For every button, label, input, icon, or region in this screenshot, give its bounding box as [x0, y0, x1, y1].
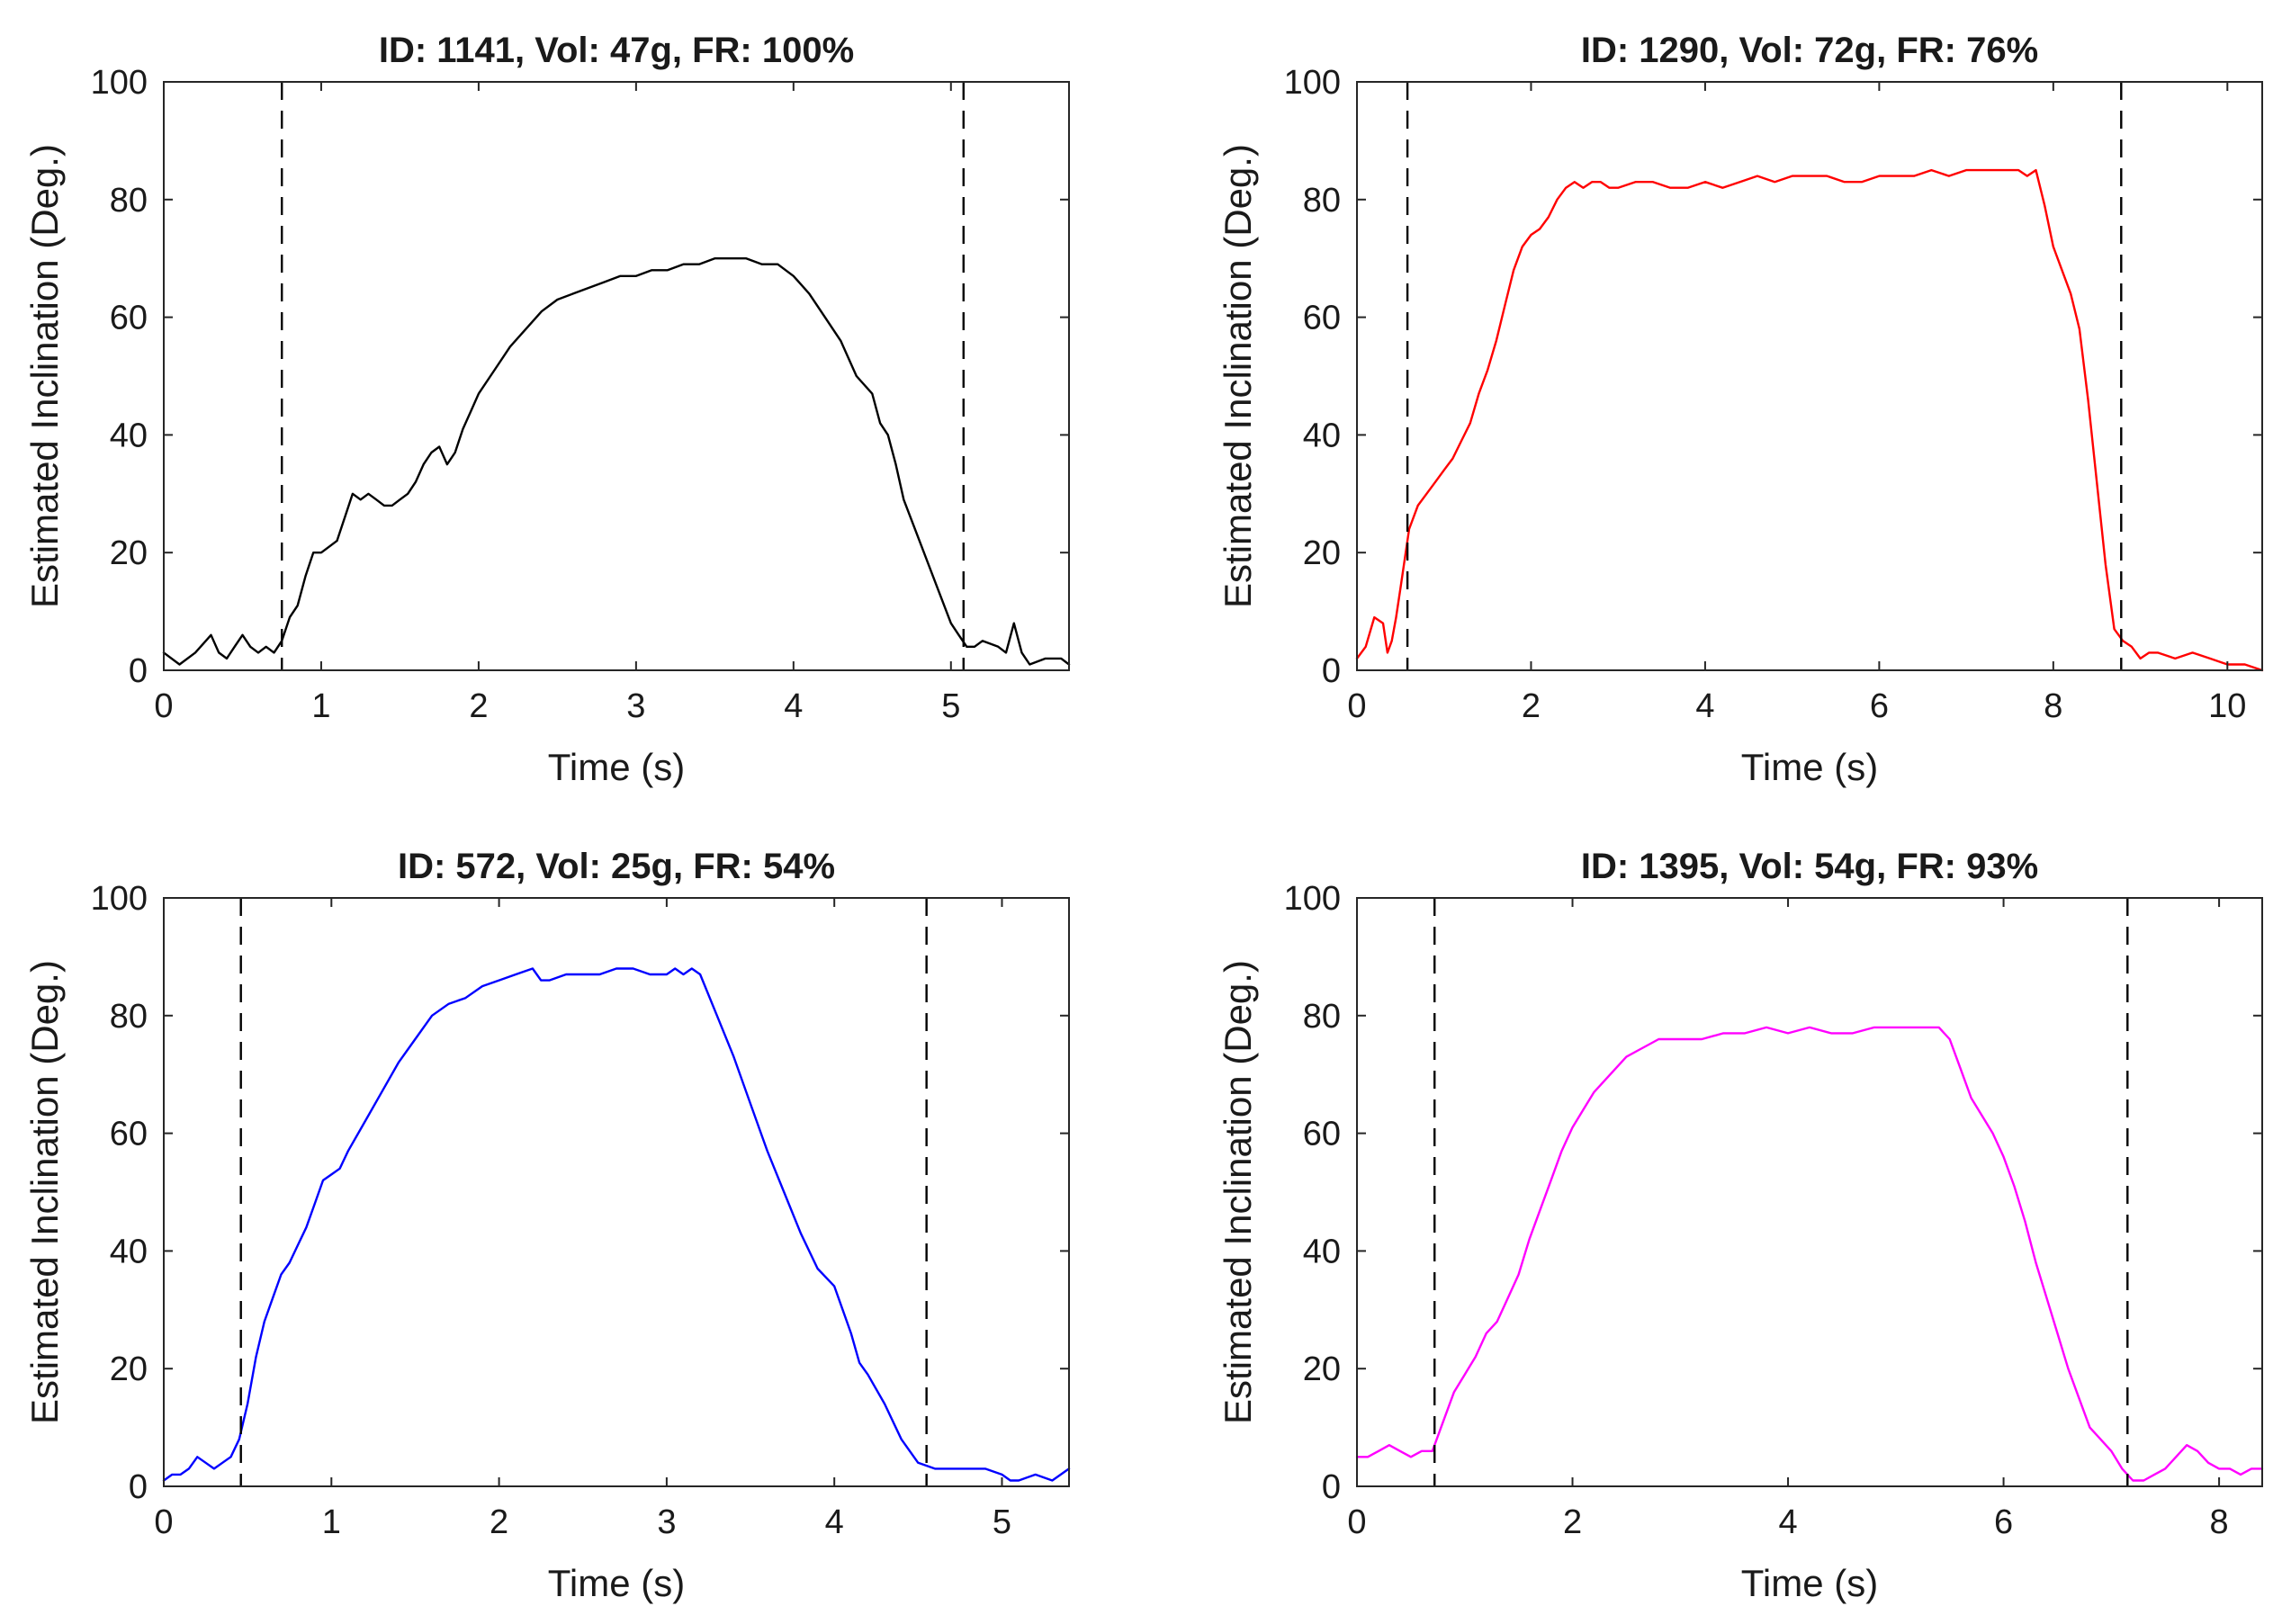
y-axis-label: Estimated Inclination (Deg.): [1217, 144, 1259, 608]
y-tick-label: 80: [1303, 182, 1341, 220]
chart-title: ID: 1395, Vol: 54g, FR: 93%: [1581, 847, 2038, 886]
plot-area: [1357, 898, 2262, 1486]
chart-panel-1: 0 1 2 3 4 5 0 20 40 60 80 100 ID: 1141, Vol: 47g, FR…: [23, 31, 1071, 788]
x-tick-label: 1: [311, 687, 330, 725]
axes-frame: [163, 81, 1070, 671]
axes-frame: [1356, 81, 2263, 671]
x-axis-label: Time (s): [1741, 746, 1878, 788]
y-tick-label: 20: [110, 1350, 148, 1388]
x-axis-label: Time (s): [548, 746, 685, 788]
x-tick-label: 0: [154, 687, 173, 725]
x-tick-label: 6: [1870, 687, 1889, 725]
y-tick-label: 100: [91, 880, 148, 918]
x-tick-label: 3: [626, 687, 645, 725]
x-tick-label: 2: [469, 687, 488, 725]
x-tick-label: 8: [2210, 1503, 2229, 1541]
series-line-inclination: [162, 257, 1071, 666]
y-tick-label: 80: [110, 998, 148, 1036]
y-tick-label: 0: [129, 652, 148, 690]
plot-area: [164, 898, 1069, 1486]
series-line-inclination: [1355, 168, 2264, 672]
y-tick-label: 60: [1303, 1116, 1341, 1153]
y-tick-label: 60: [110, 1116, 148, 1153]
x-tick-label: 5: [993, 1503, 1011, 1541]
x-tick-label: 4: [784, 687, 803, 725]
x-tick-label: 5: [941, 687, 960, 725]
x-tick-label: 4: [1778, 1503, 1797, 1541]
series-line-inclination: [1355, 1026, 2264, 1482]
x-tick-label: 3: [657, 1503, 676, 1541]
y-tick-label: 20: [1303, 1350, 1341, 1388]
y-tick-label: 0: [129, 1468, 148, 1506]
chart-panel-3: 0 1 2 3 4 5 0 20 40 60 80 100 ID: 572, Vol: 25g, FR:…: [23, 847, 1071, 1604]
plot-area: [1357, 82, 2262, 670]
y-tick-label: 20: [1303, 534, 1341, 572]
y-tick-label: 40: [110, 417, 148, 454]
x-tick-label: 0: [1347, 1503, 1366, 1541]
y-axis-label: Estimated Inclination (Deg.): [23, 960, 66, 1424]
axes-frame: [163, 897, 1070, 1487]
y-tick-label: 0: [1322, 652, 1341, 690]
x-tick-label: 1: [322, 1503, 341, 1541]
plot-area: [164, 82, 1069, 670]
y-tick-label: 100: [91, 64, 148, 102]
y-tick-label: 60: [1303, 300, 1341, 337]
x-tick-label: 8: [2044, 687, 2062, 725]
chart-title: ID: 1290, Vol: 72g, FR: 76%: [1581, 31, 2038, 70]
x-tick-label: 10: [2208, 687, 2246, 725]
y-tick-label: 100: [1284, 880, 1341, 918]
x-tick-label: 6: [1994, 1503, 2013, 1541]
x-tick-label: 4: [1695, 687, 1714, 725]
y-tick-label: 60: [110, 300, 148, 337]
x-tick-label: 2: [490, 1503, 508, 1541]
chart-title: ID: 1141, Vol: 47g, FR: 100%: [379, 31, 854, 70]
x-axis-label: Time (s): [1741, 1562, 1878, 1604]
y-tick-label: 0: [1322, 1468, 1341, 1506]
x-tick-label: 4: [825, 1503, 844, 1541]
axes-frame: [1356, 897, 2263, 1487]
y-tick-label: 80: [1303, 998, 1341, 1036]
chart-title: ID: 572, Vol: 25g, FR: 54%: [398, 847, 835, 886]
x-tick-label: 2: [1522, 687, 1541, 725]
y-tick-label: 100: [1284, 64, 1341, 102]
x-tick-label: 0: [1347, 687, 1366, 725]
y-axis-label: Estimated Inclination (Deg.): [1217, 960, 1259, 1424]
x-tick-label: 2: [1563, 1503, 1582, 1541]
y-tick-label: 40: [110, 1233, 148, 1270]
y-axis-label: Estimated Inclination (Deg.): [23, 144, 66, 608]
y-tick-label: 40: [1303, 1233, 1341, 1270]
y-tick-label: 40: [1303, 417, 1341, 454]
x-tick-label: 0: [154, 1503, 173, 1541]
x-axis-label: Time (s): [548, 1562, 685, 1604]
series-line-inclination: [162, 967, 1071, 1482]
y-tick-label: 20: [110, 534, 148, 572]
y-tick-label: 80: [110, 182, 148, 220]
